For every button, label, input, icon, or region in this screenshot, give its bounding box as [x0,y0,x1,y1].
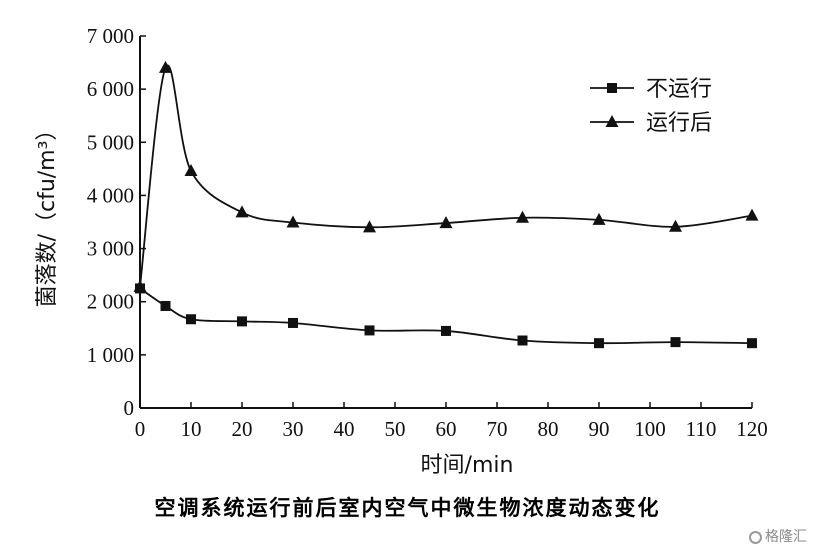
line-chart: 0 10 20 30 40 50 60 70 80 90 100 110 120 0 1 000 2 000 3… [35,24,768,478]
data-point [363,220,376,233]
data-point [186,314,196,325]
x-tick-label: 120 [736,417,768,441]
y-tick-label: 1 000 [87,343,134,367]
data-point [441,325,451,336]
series-1 [135,283,757,349]
tick-labels: 0 10 20 30 40 50 60 70 80 90 100 110 120 0 1 000 2 000 3… [87,24,768,441]
x-tick-label: 30 [283,417,304,441]
x-tick-label: 80 [538,417,559,441]
data-point [235,205,249,218]
y-tick-label: 4 000 [87,183,134,207]
y-tick-label: 2 000 [87,290,134,314]
data-point [133,279,147,292]
legend-entry: 运行后 [590,111,712,136]
y-tick-label: 7 000 [87,24,134,48]
watermark-text: 格隆汇 [765,529,807,545]
x-tick-label: 10 [181,417,202,441]
data-point [364,325,375,336]
y-tick-label: 0 [124,396,135,420]
x-tick-label: 50 [385,417,406,441]
series-line [139,287,753,345]
x-tick-label: 60 [436,417,457,441]
data-point [669,219,682,232]
legend-marker [607,83,617,93]
x-axis-label: 时间/min [421,453,514,478]
x-tick-label: 90 [589,417,610,441]
data-point [184,163,198,176]
data-point [594,338,604,349]
y-tick-label: 6 000 [87,77,134,101]
y-tick-label: 3 000 [87,237,134,261]
data-point [745,208,759,221]
x-tick-label: 40 [334,417,355,441]
data-point [286,215,300,228]
data-point [160,300,171,311]
x-tick-label: 20 [232,417,253,441]
watermark: 格隆汇 [749,526,807,546]
data-point [439,216,453,229]
x-tick-label: 100 [634,417,666,441]
x-tick-label: 110 [686,417,717,441]
data-point [516,210,529,223]
data-point [517,335,528,346]
data-point [747,338,757,349]
data-point [237,316,247,327]
series-2 [133,60,759,292]
y-tick-label: 5 000 [87,130,134,154]
y-axis-label: 菌落数/（cfu/m³） [35,119,60,308]
data-point [288,317,298,328]
data-point [670,337,681,348]
legend-label: 运行后 [646,111,712,136]
legend-label: 不运行 [646,77,712,102]
x-tick-label: 70 [487,417,508,441]
gelonghui-logo-icon [749,531,762,544]
data-point [592,212,606,225]
legend-marker [605,115,619,127]
series-line [139,64,753,287]
legend-entry: 不运行 [590,77,712,102]
figure-caption: 空调系统运行前后室内空气中微生物浓度动态变化 [154,496,661,520]
data-point [159,60,172,73]
x-tick-label: 0 [135,417,146,441]
axes [139,35,753,409]
series-lines [133,60,759,349]
